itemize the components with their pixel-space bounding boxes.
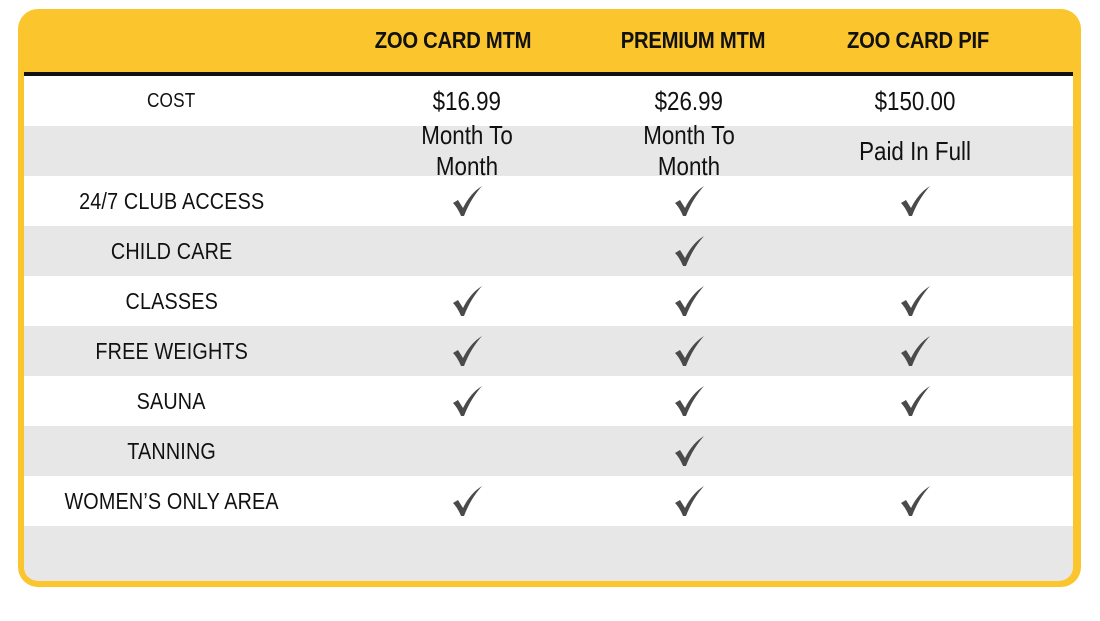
feature-cell-premium-mtm <box>599 434 779 468</box>
checkmark-icon <box>450 484 484 518</box>
cost-value-zoo-card-pif: $150.00 <box>874 85 956 116</box>
cost-value-premium-mtm: $26.99 <box>654 85 724 116</box>
checkmark-icon <box>450 184 484 218</box>
term-value-premium-mtm: Month To Month <box>643 120 735 181</box>
feature-label: WOMEN’S ONLY AREA <box>64 487 279 514</box>
term-row: Month To Month Month To Month Paid In Fu… <box>24 120 1073 181</box>
checkmark-icon <box>672 184 706 218</box>
feature-cell-zoo-card-pif <box>825 184 1005 218</box>
feature-cell-zoo-card-mtm <box>381 484 553 518</box>
feature-cell-zoo-card-mtm <box>381 384 553 418</box>
checkmark-icon <box>898 334 932 368</box>
feature-label: CLASSES <box>125 287 218 314</box>
feature-cell-premium-mtm <box>599 234 779 268</box>
header-zoo-card-pif: ZOO CARD PIF <box>847 26 989 53</box>
feature-row: 24/7 CLUB ACCESS <box>24 176 1073 226</box>
feature-label: SAUNA <box>136 387 207 414</box>
checkmark-icon <box>450 334 484 368</box>
header-premium-mtm: PREMIUM MTM <box>620 26 766 53</box>
table-header: ZOO CARD MTM PREMIUM MTM ZOO CARD PIF <box>18 9 1081 71</box>
header-zoo-card-mtm: ZOO CARD MTM <box>374 26 532 53</box>
feature-row: SAUNA <box>24 376 1073 426</box>
checkmark-icon <box>672 284 706 318</box>
feature-cell-premium-mtm <box>599 484 779 518</box>
feature-label: FREE WEIGHTS <box>95 337 248 364</box>
table-body: COST $16.99 $26.99 $150.00 Month To Mont… <box>24 72 1073 581</box>
checkmark-icon <box>898 384 932 418</box>
feature-label: CHILD CARE <box>110 237 233 264</box>
feature-rows: 24/7 CLUB ACCESS CHILD CARE CLASSES FREE WE… <box>24 176 1073 526</box>
checkmark-icon <box>672 484 706 518</box>
checkmark-icon <box>898 184 932 218</box>
empty-footer-row <box>24 526 1073 576</box>
checkmark-icon <box>450 384 484 418</box>
checkmark-icon <box>898 484 932 518</box>
header-blank <box>18 9 318 71</box>
feature-cell-premium-mtm <box>599 284 779 318</box>
feature-row: FREE WEIGHTS <box>24 326 1073 376</box>
feature-cell-premium-mtm <box>599 384 779 418</box>
feature-cell-zoo-card-pif <box>825 484 1005 518</box>
feature-label: 24/7 CLUB ACCESS <box>78 187 265 214</box>
term-value-zoo-card-pif: Paid In Full <box>859 135 971 166</box>
membership-comparison-card: ZOO CARD MTM PREMIUM MTM ZOO CARD PIF CO… <box>18 9 1081 587</box>
checkmark-icon <box>672 434 706 468</box>
checkmark-icon <box>898 284 932 318</box>
feature-cell-zoo-card-pif <box>825 284 1005 318</box>
feature-cell-premium-mtm <box>599 334 779 368</box>
feature-cell-zoo-card-mtm <box>381 284 553 318</box>
feature-cell-premium-mtm <box>599 184 779 218</box>
feature-cell-zoo-card-mtm <box>381 184 553 218</box>
checkmark-icon <box>672 384 706 418</box>
feature-cell-zoo-card-pif <box>825 334 1005 368</box>
cost-row: COST $16.99 $26.99 $150.00 <box>24 76 1073 126</box>
feature-row: CHILD CARE <box>24 226 1073 276</box>
feature-row: WOMEN’S ONLY AREA <box>24 476 1073 526</box>
feature-cell-zoo-card-mtm <box>381 334 553 368</box>
checkmark-icon <box>450 284 484 318</box>
checkmark-icon <box>672 234 706 268</box>
cost-label: COST <box>147 89 196 112</box>
cost-value-zoo-card-mtm: $16.99 <box>432 85 502 116</box>
feature-label: TANNING <box>127 437 216 464</box>
term-value-zoo-card-mtm: Month To Month <box>421 120 513 181</box>
feature-cell-zoo-card-pif <box>825 384 1005 418</box>
feature-row: CLASSES <box>24 276 1073 326</box>
checkmark-icon <box>672 334 706 368</box>
feature-row: TANNING <box>24 426 1073 476</box>
